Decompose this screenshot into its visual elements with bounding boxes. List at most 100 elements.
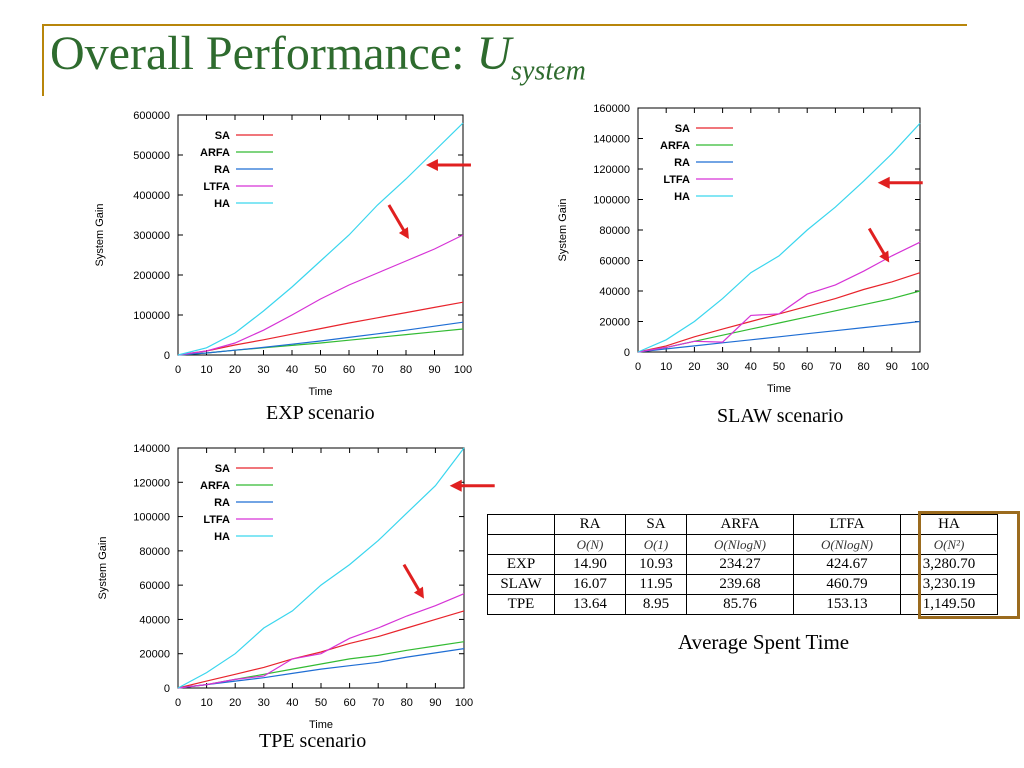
x-tick-label: 100 [455, 697, 473, 709]
y-tick-label: 120000 [593, 164, 630, 176]
table-cell: O(N) [554, 534, 626, 555]
x-tick-label: 70 [372, 697, 384, 709]
slaw-chart: 0 20000 40000 60000 80000 100000 120000 140000 1… [557, 103, 929, 395]
x-axis-label: Time [767, 383, 791, 395]
table-cell: O(1) [625, 534, 687, 555]
x-tick-label: 90 [886, 361, 898, 373]
x-tick-label: 70 [829, 361, 841, 373]
table-cell: LTFA [793, 514, 901, 535]
y-axis-label: System Gain [97, 537, 109, 600]
table-cell: RA [554, 514, 626, 535]
x-axis-label: Time [309, 719, 333, 731]
series-line-arfa [637, 290, 921, 353]
y-tick-label: 80000 [599, 225, 630, 237]
x-tick-label: 10 [200, 697, 212, 709]
y-tick-label: 60000 [599, 256, 630, 268]
table-row: EXP 14.90 10.93 234.27 424.67 3,280.70 [487, 554, 998, 575]
series-line-ra [637, 320, 921, 353]
tpe-caption: TPE scenario [259, 730, 367, 752]
x-tick-label: 80 [401, 697, 413, 709]
series-line-ha [177, 447, 465, 689]
y-tick-label: 160000 [593, 103, 630, 115]
legend-label-ra: RA [214, 164, 230, 176]
series-line-sa [177, 610, 465, 689]
pointer-arrow-diagonal-head [413, 586, 424, 599]
x-tick-label: 10 [200, 364, 212, 376]
legend-label-sa: SA [215, 463, 230, 475]
table-cell: SLAW [487, 574, 555, 595]
y-tick-label: 0 [164, 350, 170, 362]
pointer-arrow-diagonal [402, 563, 423, 595]
y-tick-label: 120000 [133, 477, 170, 489]
table-cell: 460.79 [793, 574, 901, 595]
series-line-ltfa [637, 241, 921, 353]
y-tick-label: 100000 [133, 310, 170, 322]
table-cell: 14.90 [554, 554, 626, 575]
x-tick-label: 30 [258, 697, 270, 709]
x-tick-label: 30 [257, 364, 269, 376]
title-rule-vertical [42, 24, 44, 96]
x-axis-label: Time [308, 386, 332, 398]
table-row: TPE 13.64 8.95 85.76 153.13 1,149.50 [487, 594, 998, 615]
pointer-arrow-diagonal [387, 204, 408, 235]
slaw-caption: SLAW scenario [717, 405, 844, 427]
x-tick-label: 40 [286, 364, 298, 376]
table-cell: 11.95 [625, 574, 687, 595]
x-tick-label: 70 [371, 364, 383, 376]
ha-column-highlight [918, 511, 1020, 619]
legend-label-sa: SA [215, 130, 230, 142]
legend-label-ra: RA [674, 157, 690, 169]
spent-time-table: RA SA ARFA LTFA HA O(N) O(1) O(NlogN) O(NlogN) O(… [487, 514, 998, 615]
table-cell: TPE [487, 594, 555, 615]
table-caption: Average Spent Time [678, 630, 850, 654]
table-cell: EXP [487, 554, 555, 575]
legend-label-ha: HA [674, 191, 690, 203]
page-title-subscript: system [511, 55, 586, 87]
series-line-ha [637, 122, 921, 353]
x-tick-label: 40 [745, 361, 757, 373]
legend-label-ltfa: LTFA [663, 174, 690, 186]
pointer-arrow-left-head [425, 159, 438, 171]
page-title-variable: U [476, 27, 512, 80]
y-tick-label: 100000 [133, 512, 170, 524]
x-tick-label: 0 [635, 361, 641, 373]
x-tick-label: 80 [400, 364, 412, 376]
y-tick-label: 80000 [139, 546, 170, 558]
table-cell: 239.68 [686, 574, 794, 595]
legend-label-arfa: ARFA [200, 147, 230, 159]
table-cell: 1,149.50 [900, 594, 998, 615]
table-cell: 8.95 [625, 594, 687, 615]
table-cell: ARFA [686, 514, 794, 535]
y-axis-label: System Gain [557, 199, 569, 262]
y-tick-label: 300000 [133, 230, 170, 242]
x-tick-label: 50 [773, 361, 785, 373]
y-tick-label: 400000 [133, 190, 170, 202]
table-cell: 16.07 [554, 574, 626, 595]
y-tick-label: 20000 [139, 649, 170, 661]
series-line-ltfa [177, 593, 465, 689]
legend-label-ltfa: LTFA [203, 514, 230, 526]
x-tick-label: 60 [801, 361, 813, 373]
legend-label-ha: HA [214, 531, 230, 543]
y-tick-label: 0 [624, 347, 630, 359]
series-line-ra [177, 321, 464, 356]
y-tick-label: 0 [164, 683, 170, 695]
table-cell [487, 514, 555, 535]
legend-label-ra: RA [214, 497, 230, 509]
y-tick-label: 140000 [593, 134, 630, 146]
page-title-main: Overall Performance: [50, 27, 477, 80]
exp-caption: EXP scenario [266, 402, 375, 424]
series-line-sa [637, 272, 921, 353]
pointer-arrow-diagonal-head [879, 250, 890, 263]
x-tick-label: 90 [429, 697, 441, 709]
x-tick-label: 0 [175, 364, 181, 376]
x-tick-label: 20 [229, 697, 241, 709]
y-axis-label: System Gain [94, 204, 106, 267]
x-tick-label: 90 [428, 364, 440, 376]
table-header-row: RA SA ARFA LTFA HA [487, 514, 998, 535]
table-cell: SA [625, 514, 687, 535]
x-tick-label: 100 [454, 364, 472, 376]
x-tick-label: 50 [314, 364, 326, 376]
table-cell: O(NlogN) [793, 534, 901, 555]
legend-label-arfa: ARFA [660, 140, 690, 152]
